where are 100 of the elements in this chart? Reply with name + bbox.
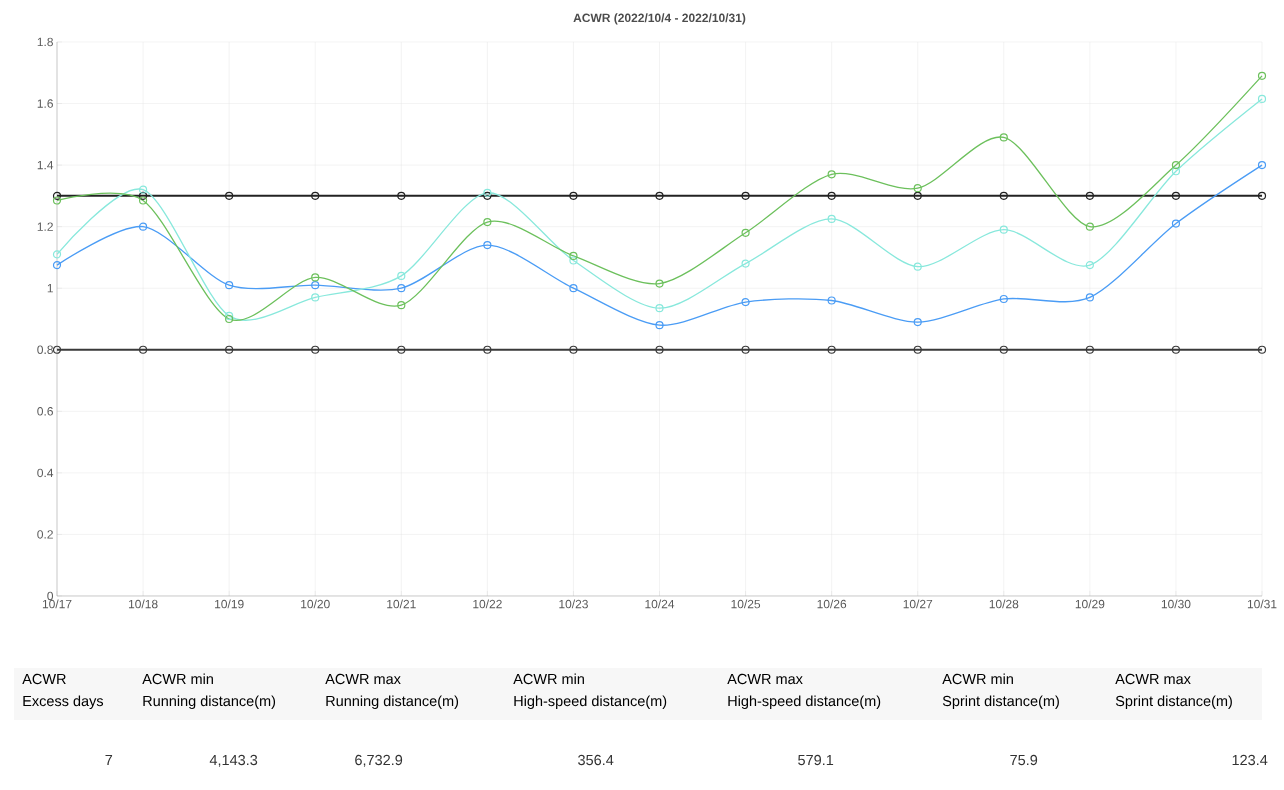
- y-tick-label: 0.6: [37, 407, 53, 416]
- point: [311, 191, 320, 200]
- x-tick-label: 10/27: [903, 599, 933, 609]
- point: [1171, 219, 1181, 228]
- point: [999, 191, 1008, 200]
- x-tick-label: 10/31: [1247, 599, 1277, 609]
- point: [311, 345, 320, 354]
- point: [569, 256, 578, 265]
- point: [1171, 345, 1181, 354]
- point: [1257, 71, 1267, 80]
- x-tick-label: 10/19: [215, 599, 244, 609]
- point: [827, 191, 836, 200]
- point: [655, 321, 664, 330]
- text: ACWR max: [1115, 673, 1191, 685]
- x-tick-label: 10/18: [128, 599, 158, 609]
- text: ACWR max: [325, 673, 401, 685]
- x-tick-label: 10/22: [473, 599, 502, 609]
- point: [1085, 345, 1094, 354]
- point: [569, 345, 578, 354]
- point: [311, 293, 320, 302]
- point: [311, 273, 320, 282]
- point: [655, 304, 664, 313]
- point: [397, 271, 406, 280]
- point: [52, 261, 62, 270]
- point: [1257, 191, 1267, 200]
- point: [397, 284, 406, 293]
- point: [1171, 167, 1181, 176]
- x-tick-label: 10/20: [301, 599, 330, 609]
- chart-title: ACWR (2022/10/4 - 2022/10/31): [573, 13, 746, 25]
- point: [225, 314, 234, 324]
- text: 7: [105, 755, 113, 765]
- point: [52, 196, 62, 205]
- point: [1085, 293, 1094, 302]
- point: [569, 251, 578, 260]
- point: [999, 133, 1008, 142]
- point: [827, 345, 836, 354]
- text: High-speed distance(m): [728, 695, 881, 709]
- point: [225, 345, 234, 354]
- y-tick-label: 0.2: [37, 530, 53, 539]
- point: [913, 345, 922, 354]
- point: [138, 185, 148, 194]
- point: [225, 191, 234, 200]
- point: [1085, 222, 1094, 231]
- x-tick-label: 10/17: [42, 599, 72, 609]
- point: [311, 281, 320, 290]
- text: 123.4: [1232, 754, 1268, 766]
- text: Running distance(m): [326, 695, 459, 709]
- text: ACWR: [22, 673, 66, 685]
- text: Running distance(m): [143, 695, 276, 709]
- x-tick-label: 10/30: [1161, 599, 1191, 609]
- text: 579.1: [798, 754, 834, 766]
- point: [397, 301, 406, 310]
- point: [483, 241, 492, 250]
- point: [741, 259, 750, 268]
- text: 356.4: [578, 754, 614, 766]
- point: [999, 345, 1008, 354]
- point: [483, 345, 492, 354]
- x-tick-label: 10/21: [387, 599, 416, 609]
- point: [52, 345, 62, 354]
- point: [913, 317, 922, 327]
- point: [1257, 345, 1267, 354]
- text: 75.9: [1010, 754, 1038, 766]
- x-tick-label: 10/23: [559, 599, 588, 609]
- point: [569, 284, 578, 293]
- point: [52, 250, 62, 259]
- point: [827, 170, 836, 179]
- text: ACWR max: [727, 673, 803, 685]
- point: [741, 297, 750, 307]
- x-tick-label: 10/29: [1075, 599, 1105, 609]
- y-tick-label: 1.2: [37, 222, 53, 231]
- text: High-speed distance(m): [514, 695, 667, 709]
- text: Sprint distance(m): [942, 695, 1059, 709]
- point: [138, 222, 148, 231]
- x-tick-label: 10/28: [989, 599, 1019, 609]
- point: [1171, 160, 1181, 170]
- text: Sprint distance(m): [1115, 695, 1232, 709]
- point: [225, 281, 234, 290]
- point: [138, 345, 148, 354]
- point: [655, 279, 664, 288]
- point: [655, 345, 664, 354]
- point: [1171, 191, 1181, 200]
- point: [741, 191, 750, 200]
- point: [913, 184, 922, 193]
- x-tick-label: 10/24: [645, 599, 675, 609]
- point: [999, 225, 1008, 234]
- y-tick-label: 0.4: [37, 468, 54, 478]
- point: [1257, 160, 1267, 170]
- y-tick-label: 1.6: [37, 99, 53, 108]
- point: [52, 191, 62, 200]
- point: [1085, 191, 1094, 200]
- x-tick-label: 10/25: [731, 599, 761, 609]
- y-tick-label: 0.8: [37, 345, 53, 355]
- text: Excess days: [23, 695, 104, 709]
- point: [913, 262, 922, 271]
- point: [741, 345, 750, 354]
- point: [1085, 261, 1094, 270]
- y-tick-label: 1.4: [37, 160, 54, 170]
- text: ACWR min: [942, 673, 1013, 685]
- text: 6,732.9: [355, 754, 403, 767]
- x-tick-label: 10/26: [817, 599, 847, 609]
